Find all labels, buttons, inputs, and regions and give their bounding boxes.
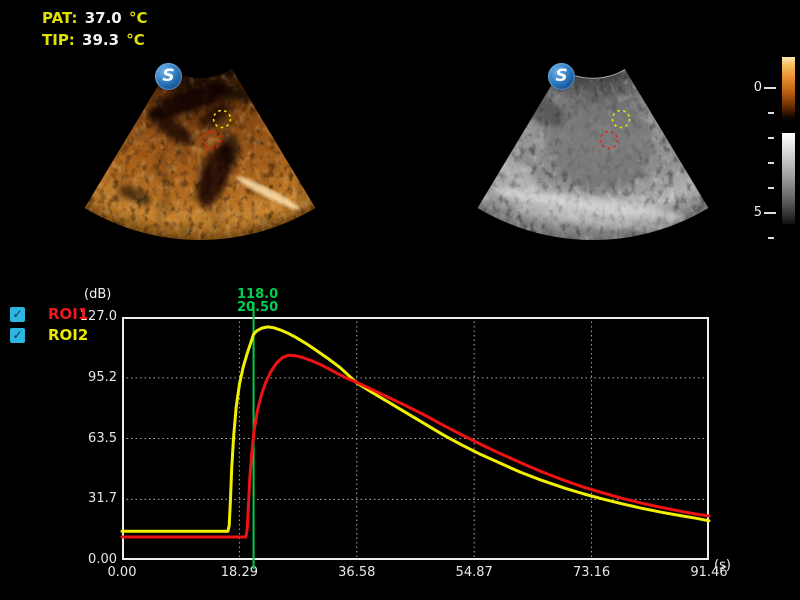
cursor-value-label: 118.0 (237, 287, 279, 302)
tip-temperature: TIP: 39.3 °C (42, 29, 147, 51)
roi2-checkbox[interactable]: ✓ (10, 328, 25, 343)
roi1-marker-bmode[interactable] (599, 130, 619, 150)
x-axis-unit-label: (s) (714, 558, 731, 573)
brand-logo-left: S (155, 63, 182, 90)
depth-tick (768, 162, 774, 164)
x-tick-label: 54.87 (455, 565, 493, 580)
cursor-time-label: 20.50 (237, 300, 279, 315)
bmode-ultrasound-image (477, 69, 709, 241)
tip-label: TIP: (42, 31, 75, 49)
pat-value: 37.0 (84, 9, 122, 27)
depth-tick (764, 212, 776, 214)
patient-temperature: PAT: 37.0 °C (42, 7, 147, 29)
bright-reflector-band (235, 176, 301, 210)
grayscale-colorbar (782, 133, 795, 224)
depth-tick (768, 187, 774, 189)
y-tick-label: 31.7 (88, 491, 117, 507)
brand-logo-right: S (548, 63, 575, 90)
roi2-marker-contrast[interactable] (212, 109, 232, 129)
y-tick-label: 63.5 (88, 430, 117, 446)
y-axis-unit-label: (dB) (84, 287, 112, 302)
depth-tick (768, 237, 774, 239)
depth-tick (764, 87, 776, 89)
curve-roi2 (120, 325, 711, 533)
pat-label: PAT: (42, 9, 78, 27)
x-tick-label: 36.58 (338, 565, 376, 580)
x-tick-label: 91.46 (690, 565, 728, 580)
depth-tick (768, 137, 774, 139)
roi2-label: ROI2 (48, 326, 89, 344)
curve-roi1 (120, 353, 711, 539)
tic-chart-plot (120, 302, 711, 569)
roi2-marker-bmode[interactable] (611, 109, 631, 129)
x-tick-label: 73.16 (572, 565, 611, 580)
y-tick-label: 127.0 (79, 309, 117, 324)
x-tick-label: 0.00 (107, 565, 137, 580)
contrast-ultrasound-image (84, 69, 316, 241)
y-tick-label: 95.2 (88, 369, 117, 385)
roi1-marker-contrast[interactable] (202, 130, 222, 150)
bright-tissue-band (498, 190, 688, 220)
pat-unit: °C (128, 9, 148, 27)
depth-tick-label: 0 (753, 80, 762, 95)
depth-tick-label: 5 (753, 205, 762, 220)
roi1-label: ROI1 (48, 305, 89, 323)
temperature-readouts: PAT: 37.0 °C TIP: 39.3 °C (42, 7, 147, 51)
contrast-colorbar (782, 57, 795, 121)
depth-tick (768, 112, 774, 114)
tip-unit: °C (126, 31, 145, 49)
tip-value: 39.3 (82, 31, 120, 49)
x-tick-label: 18.29 (220, 565, 258, 580)
y-tick-label: 0.00 (88, 552, 117, 567)
roi1-checkbox[interactable]: ✓ (10, 307, 25, 322)
